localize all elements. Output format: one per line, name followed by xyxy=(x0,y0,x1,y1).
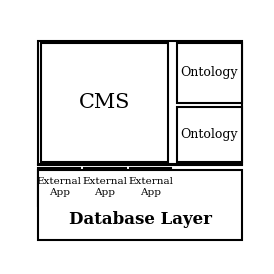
Text: External
App: External App xyxy=(82,177,127,197)
Bar xyxy=(38,168,80,206)
Bar xyxy=(176,43,242,102)
Text: External
App: External App xyxy=(37,177,82,197)
Text: CMS: CMS xyxy=(79,93,130,112)
Bar xyxy=(176,107,242,162)
Bar xyxy=(130,168,171,206)
Text: Ontology: Ontology xyxy=(181,67,238,79)
Bar xyxy=(38,41,242,164)
Bar xyxy=(38,170,242,240)
Text: External
App: External App xyxy=(128,177,173,197)
Bar xyxy=(84,168,125,206)
Text: Ontology: Ontology xyxy=(181,128,238,141)
Bar xyxy=(41,43,168,162)
Text: Database Layer: Database Layer xyxy=(69,211,212,228)
